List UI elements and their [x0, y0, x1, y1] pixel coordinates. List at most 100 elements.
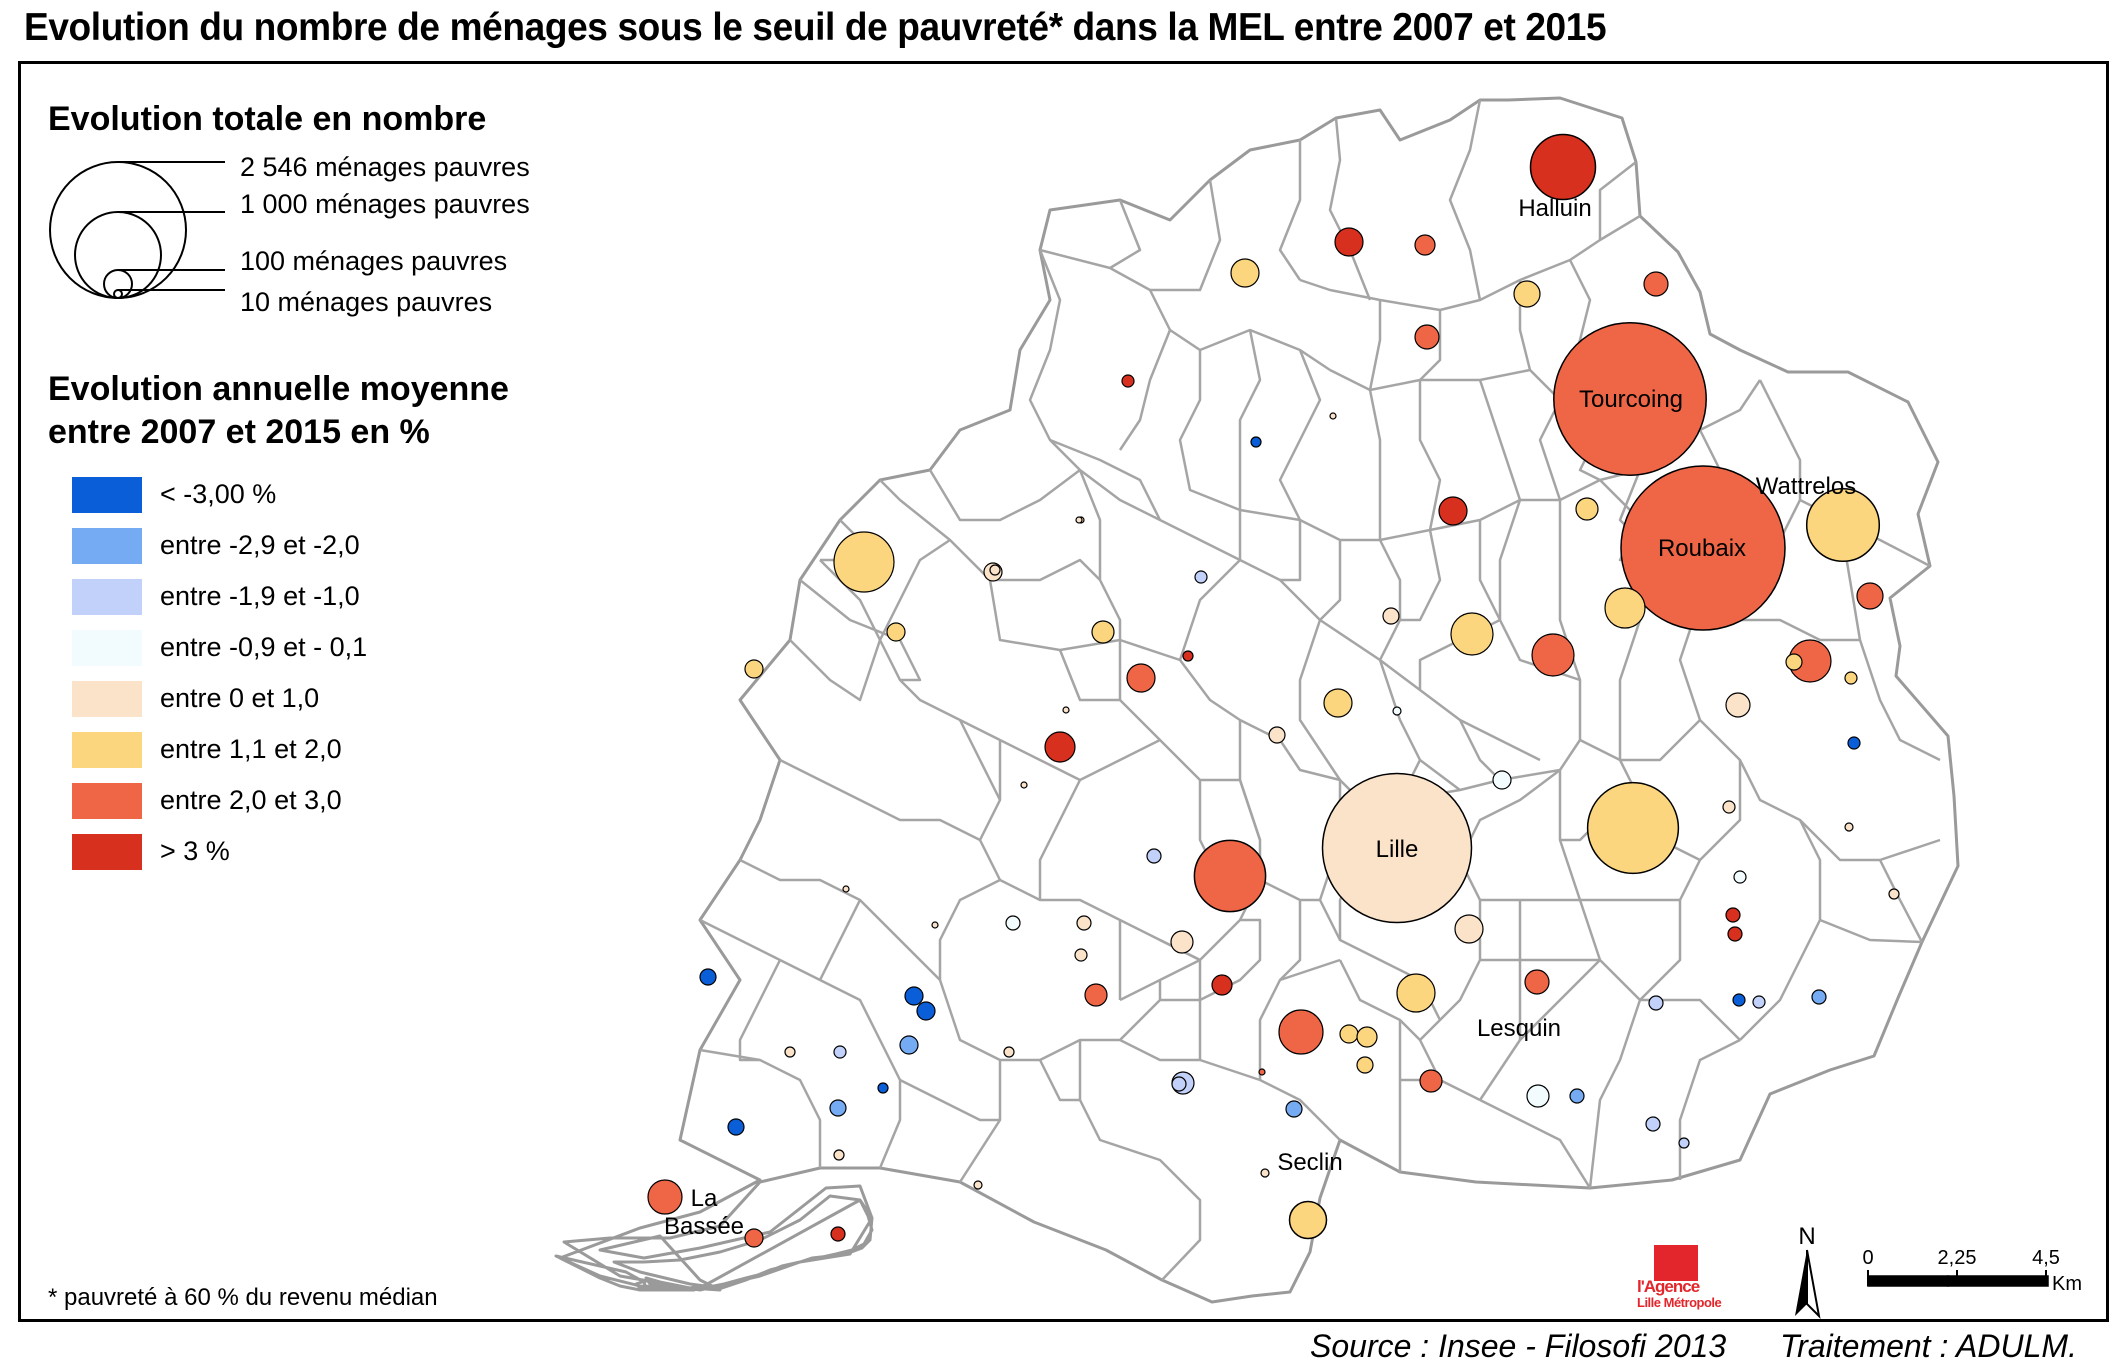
legend-size-label-10: 10 ménages pauvres — [240, 287, 493, 317]
bubble-lomme — [1193, 839, 1267, 913]
commune-bubble-small — [1727, 926, 1743, 942]
north-arrow: N — [1795, 1223, 1821, 1319]
commune-bubble-small — [1285, 1100, 1303, 1118]
commune-bubble-small — [1513, 280, 1541, 308]
legend-circle-10 — [113, 289, 123, 299]
bubble-lille — [1321, 772, 1473, 924]
commune-bubble-small — [833, 1149, 845, 1161]
commune-bubble-small — [1194, 570, 1208, 584]
commune-bubble-small — [1230, 258, 1260, 288]
bubble-tourcoing — [1553, 322, 1707, 476]
bubble-wattrelos — [1805, 487, 1881, 563]
commune-bubble-small — [1678, 1137, 1690, 1149]
label-lille: Lille — [1376, 836, 1419, 863]
commune-bubble-small — [1258, 1068, 1266, 1076]
commune-bubble-small — [1268, 726, 1286, 744]
logo-line-1: l'Agence — [1637, 1277, 1700, 1296]
legend-swatch-1-2 — [72, 732, 142, 768]
commune-bubble-small — [1392, 706, 1402, 716]
commune-bubble-small — [1844, 822, 1854, 832]
label-bassee: Bassée — [664, 1213, 744, 1240]
commune-bubble-small — [1811, 989, 1827, 1005]
scale-unit: Km — [2052, 1273, 2082, 1295]
north-arrow-left — [1795, 1250, 1807, 1316]
commune-bubble-small — [1329, 412, 1337, 420]
legend-class-label: entre -2,9 et -2,0 — [160, 530, 360, 560]
commune-bubble-small — [1450, 612, 1494, 656]
legend-swatch-minus-2-9 — [72, 528, 142, 564]
legend-swatch-0-1 — [72, 681, 142, 717]
label-wattrelos: Wattrelos — [1756, 473, 1856, 500]
label-seclin: Seclin — [1277, 1149, 1342, 1176]
commune-bubble-small — [1414, 234, 1436, 256]
commune-bubble-small — [1339, 1024, 1359, 1044]
commune-bubble-small — [1182, 650, 1194, 662]
legend-size-label-100: 100 ménages pauvres — [240, 246, 508, 276]
commune-bubble-small — [1091, 620, 1115, 644]
commune-bubble-small — [1524, 969, 1550, 995]
commune-bubble-small — [1643, 271, 1669, 297]
commune-bubble-small — [1396, 973, 1436, 1013]
commune-bubble-small — [1382, 607, 1400, 625]
label-la: La — [691, 1185, 718, 1212]
legend-color-heading-1: Evolution annuelle moyenne — [48, 370, 509, 408]
commune-bubble-small — [1005, 915, 1021, 931]
commune-bubble-small — [727, 1118, 745, 1136]
logo-square — [1654, 1245, 1698, 1281]
scale-bar: 0 2,25 4,5 Km — [1862, 1247, 2082, 1295]
commune-bubble-small — [647, 1179, 683, 1215]
commune-bubbles — [647, 133, 1900, 1248]
commune-bubble-small — [1725, 692, 1751, 718]
commune-bubble-small — [699, 968, 717, 986]
north-arrow-right — [1806, 1249, 1821, 1319]
legend-swatch-gt-3 — [72, 834, 142, 870]
scale-tick-end: 4,5 — [2032, 1247, 2060, 1269]
adulm-logo: l'Agence Lille Métropole — [1637, 1245, 1747, 1315]
commune-bubble-small — [1847, 736, 1861, 750]
legend-class-label: < -3,00 % — [160, 479, 277, 509]
scale-tick-0: 0 — [1862, 1247, 1873, 1269]
commune-bubble-small — [1278, 1009, 1324, 1055]
legend-swatch-minus-0-9 — [72, 630, 142, 666]
label-lesquin: Lesquin — [1477, 1015, 1561, 1042]
scale-bar-segment-2 — [1947, 1275, 2049, 1287]
scale-bar-segment-1 — [1867, 1275, 1949, 1287]
commune-bubble-small — [1419, 1069, 1443, 1093]
commune-bubble-small — [1438, 496, 1468, 526]
label-halluin: Halluin — [1518, 195, 1591, 222]
commune-bubble-small — [784, 1046, 796, 1058]
commune-bubble-small — [1003, 1046, 1015, 1058]
commune-bubble-small — [1492, 770, 1512, 790]
legend-size-symbols — [49, 161, 225, 299]
commune-bubble-small — [1732, 993, 1746, 1007]
legend-class-label: > 3 % — [160, 836, 230, 866]
legend-class-label: entre -1,9 et -1,0 — [160, 581, 360, 611]
commune-bubble-small — [833, 531, 895, 593]
commune-bubble-small — [1888, 888, 1900, 900]
commune-bubble-small — [1648, 995, 1664, 1011]
commune-bubble-small — [1785, 653, 1803, 671]
commune-bubble-small — [886, 622, 906, 642]
bubble-villeneuve-d-ascq — [1586, 781, 1680, 875]
city-labels: Halluin Tourcoing Wattrelos Roubaix Lill… — [664, 195, 1856, 1240]
commune-bubble-small — [1075, 516, 1083, 524]
commune-bubble-small — [1645, 1116, 1661, 1132]
bubble-seclin — [1288, 1200, 1328, 1240]
commune-bubble-small — [830, 1226, 846, 1242]
commune-bubble-small — [1569, 1088, 1585, 1104]
commune-bubble-small — [1725, 907, 1741, 923]
commune-bubble-small — [1062, 706, 1070, 714]
commune-bubble-small — [1844, 671, 1858, 685]
legend-color-heading-2: entre 2007 et 2015 en % — [48, 413, 430, 451]
commune-bubble-small — [877, 1082, 889, 1094]
commune-bubble-small — [1454, 914, 1484, 944]
commune-bubble-small — [1211, 974, 1233, 996]
north-label: N — [1798, 1223, 1815, 1250]
commune-bubble-small — [931, 921, 939, 929]
map-frame — [18, 61, 2109, 1322]
legend-circle-2546 — [49, 161, 187, 299]
commune-bubble-small — [1414, 324, 1440, 350]
commune-bubble-small — [1074, 948, 1088, 962]
label-roubaix: Roubaix — [1658, 535, 1746, 562]
